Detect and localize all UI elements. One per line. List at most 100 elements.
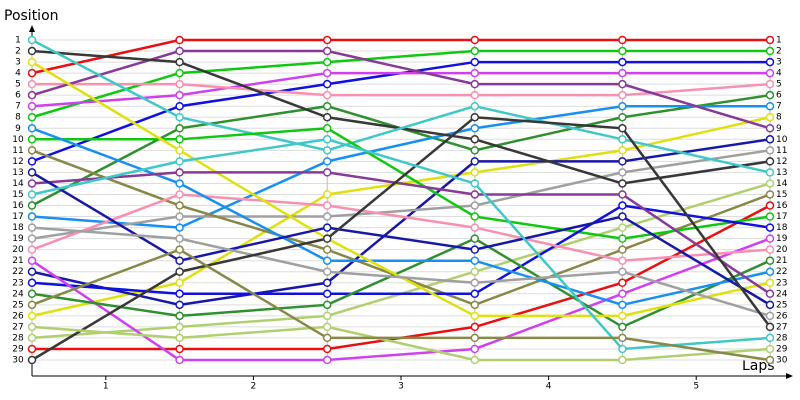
series-line xyxy=(31,104,770,229)
marker xyxy=(765,223,775,232)
marker xyxy=(765,201,775,210)
y2-tick-label: 15 xyxy=(776,190,787,200)
marker xyxy=(470,355,480,365)
marker xyxy=(470,344,480,354)
y2-tick-label: 24 xyxy=(776,289,788,299)
marker xyxy=(765,90,775,100)
markers xyxy=(27,35,775,365)
marker xyxy=(175,179,184,188)
marker xyxy=(470,90,480,100)
marker xyxy=(470,256,480,265)
marker xyxy=(765,355,775,365)
y2-tick-label: 30 xyxy=(776,356,788,366)
marker xyxy=(765,35,775,45)
y-tick-label: 7 xyxy=(15,102,21,112)
marker xyxy=(27,112,37,122)
series-line xyxy=(31,38,771,174)
marker xyxy=(765,256,775,265)
marker xyxy=(322,322,332,332)
marker xyxy=(470,79,480,89)
y-tick-label: 14 xyxy=(12,179,24,189)
marker xyxy=(322,245,332,254)
marker xyxy=(27,355,37,365)
marker xyxy=(322,68,332,78)
marker xyxy=(618,135,627,144)
y2-tick-label: 20 xyxy=(776,245,788,255)
series-line xyxy=(31,115,772,362)
marker xyxy=(765,68,775,78)
y-tick-label: 1 xyxy=(15,36,21,46)
y2-tick-label: 27 xyxy=(776,322,787,332)
marker xyxy=(618,234,627,243)
marker xyxy=(322,124,332,133)
marker xyxy=(175,124,184,133)
marker xyxy=(175,212,184,221)
marker xyxy=(175,344,184,354)
marker xyxy=(175,245,184,254)
marker xyxy=(470,57,480,67)
marker xyxy=(322,157,332,166)
marker xyxy=(322,234,332,243)
marker xyxy=(322,168,332,177)
marker xyxy=(470,201,480,210)
y-tick-label: 13 xyxy=(12,168,23,178)
marker xyxy=(322,223,332,232)
series-line xyxy=(31,226,771,318)
marker xyxy=(765,322,775,332)
y-tick-label: 11 xyxy=(12,146,23,156)
y-tick-label: 12 xyxy=(12,157,23,167)
y2-tick-label: 8 xyxy=(776,113,782,123)
marker xyxy=(470,68,480,78)
y2-tick-label: 2 xyxy=(776,47,782,57)
marker xyxy=(765,311,775,321)
marker xyxy=(27,68,37,78)
y-tick-label: 20 xyxy=(12,245,24,255)
series-line xyxy=(31,171,771,306)
y-tick-label: 22 xyxy=(12,267,23,277)
marker xyxy=(27,256,37,265)
marker xyxy=(322,35,332,45)
y-tick-label: 8 xyxy=(15,113,21,123)
marker xyxy=(618,35,627,45)
marker xyxy=(618,79,627,89)
y2-tick-label: 29 xyxy=(776,344,788,354)
marker xyxy=(175,190,184,199)
marker xyxy=(470,135,480,144)
series-line xyxy=(31,237,771,362)
series-line xyxy=(31,171,771,295)
marker xyxy=(175,46,184,56)
marker xyxy=(618,311,627,321)
marker xyxy=(27,146,37,155)
y-tick-label: 27 xyxy=(12,322,23,332)
marker xyxy=(322,79,332,89)
marker xyxy=(470,124,480,133)
marker xyxy=(322,135,332,144)
marker xyxy=(618,245,627,254)
marker xyxy=(470,322,480,332)
marker xyxy=(27,300,37,310)
marker xyxy=(175,311,184,321)
y-tick-label: 5 xyxy=(15,80,21,90)
marker xyxy=(765,135,775,144)
marker xyxy=(765,168,775,177)
marker xyxy=(470,300,480,310)
series-line xyxy=(31,204,771,296)
marker xyxy=(27,101,37,111)
y2-tick-label: 11 xyxy=(776,146,787,156)
marker xyxy=(470,278,480,288)
marker xyxy=(618,157,627,166)
marker xyxy=(27,190,37,199)
y2-tick-label: 14 xyxy=(776,179,788,189)
marker xyxy=(470,234,480,243)
marker xyxy=(470,267,480,276)
marker xyxy=(175,35,184,45)
marker xyxy=(322,256,332,265)
y-tick-label: 21 xyxy=(12,256,23,266)
marker xyxy=(470,35,480,45)
y2-tick-label: 12 xyxy=(776,157,787,167)
marker xyxy=(618,300,627,310)
y-tick-label: 15 xyxy=(12,190,23,200)
marker xyxy=(618,190,627,199)
marker xyxy=(618,112,627,122)
marker xyxy=(618,201,627,210)
